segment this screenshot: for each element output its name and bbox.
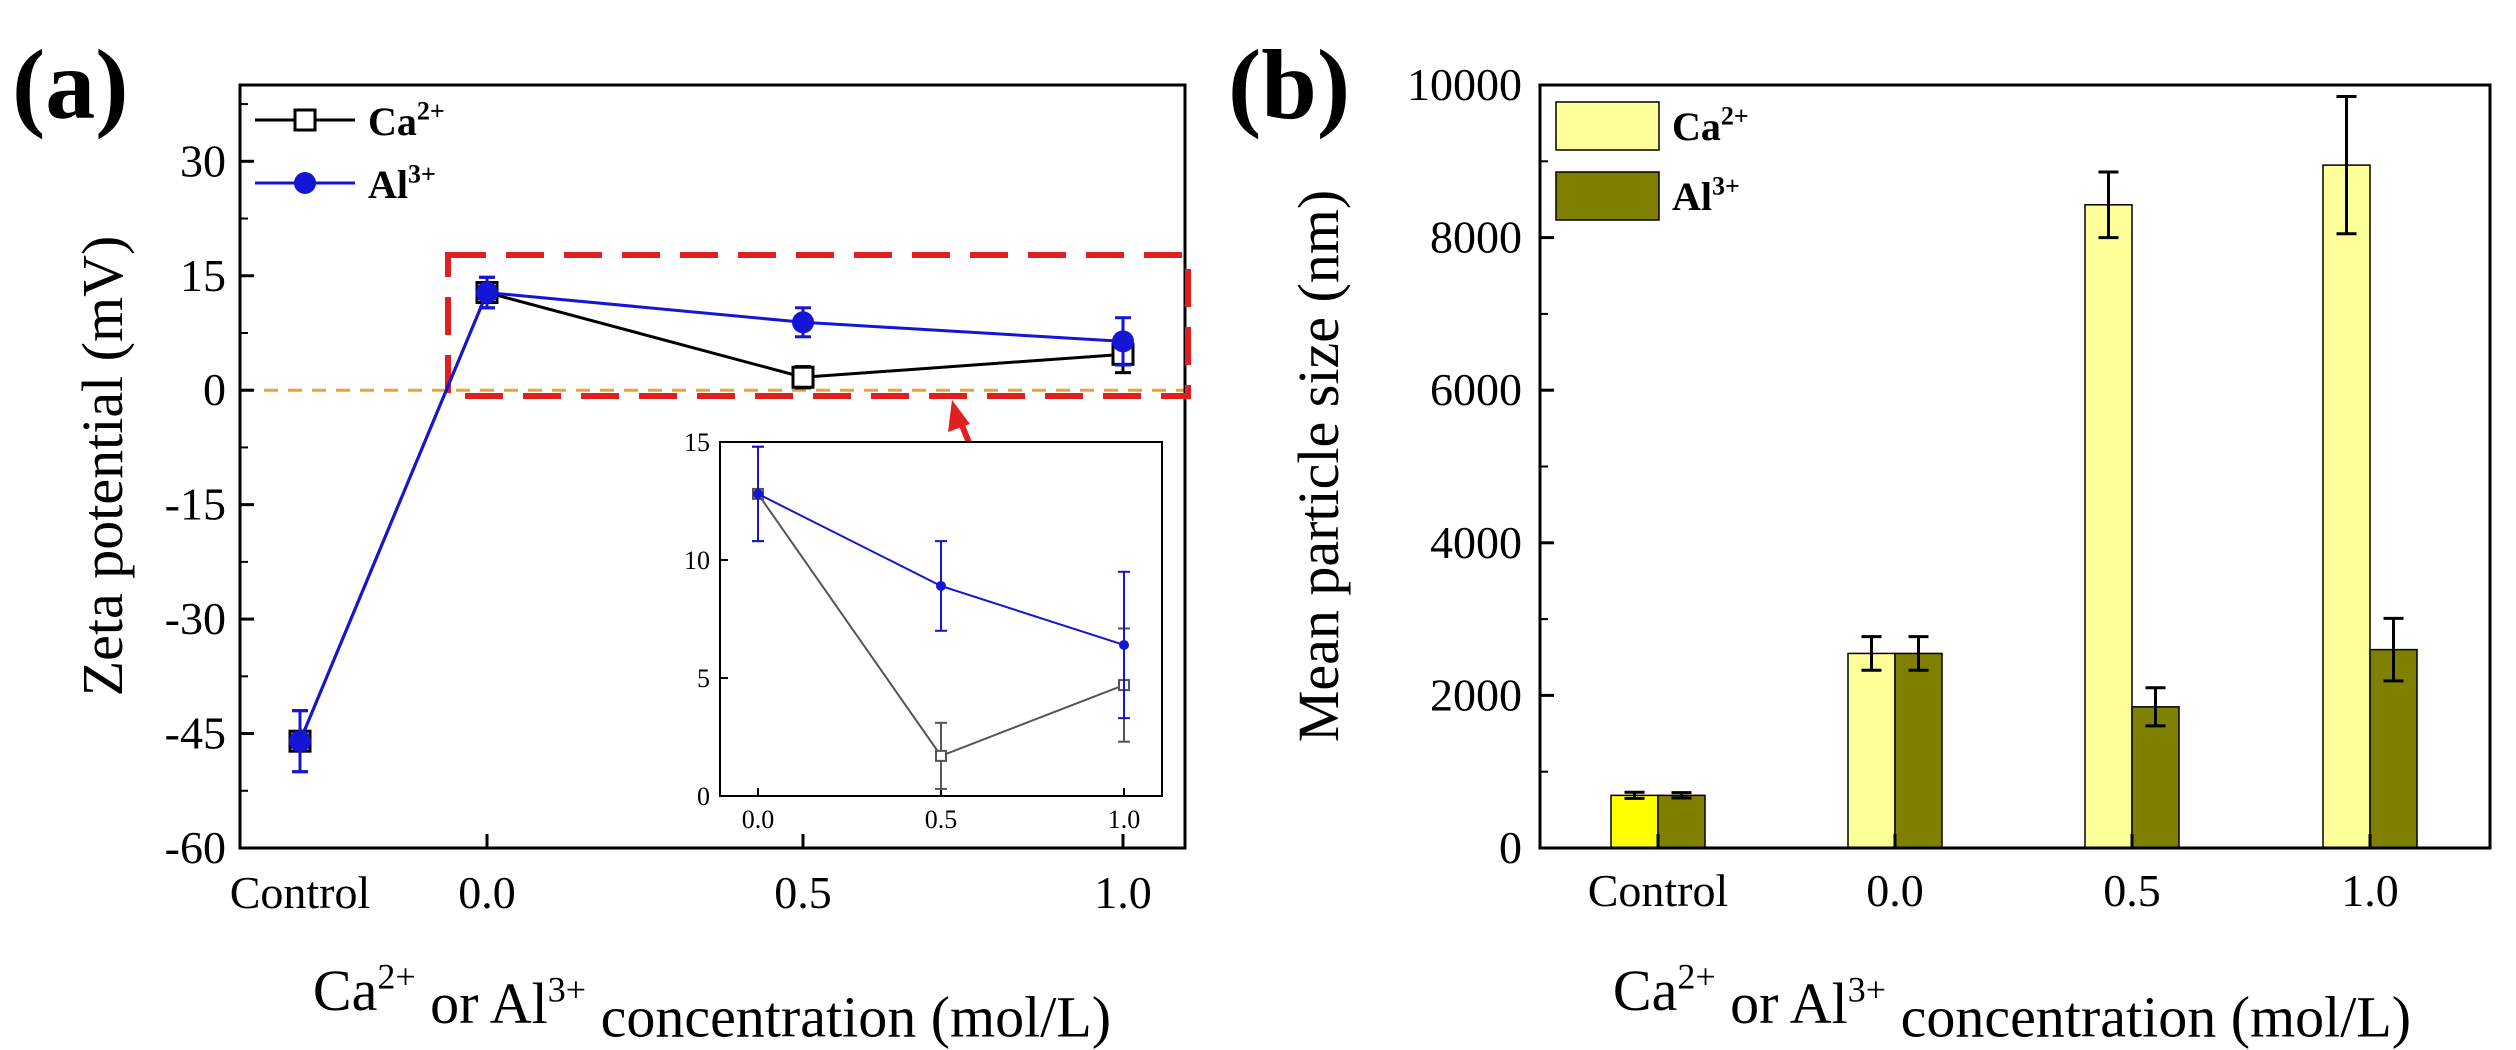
data-point xyxy=(289,730,311,753)
bar xyxy=(1894,652,1943,849)
y-tick-label: -15 xyxy=(165,479,226,530)
bar xyxy=(2322,164,2371,849)
legend-marker xyxy=(293,108,317,132)
y-tick-label: -45 xyxy=(165,708,226,759)
inset-data-point xyxy=(753,488,763,499)
highlight-arrow-head xyxy=(948,400,970,432)
bar xyxy=(2131,706,2180,849)
x-tick-label: Control xyxy=(1588,865,1729,916)
y-axis-title: Zeta potential (mV) xyxy=(70,236,135,697)
bar xyxy=(2369,648,2418,849)
inset-data-point xyxy=(936,580,946,591)
data-point xyxy=(1112,330,1134,353)
y-tick-label: 0 xyxy=(1499,822,1522,873)
x-tick-label: Control xyxy=(230,867,371,918)
bar xyxy=(1847,652,1896,849)
inset-y-tick-label: 10 xyxy=(684,546,710,575)
x-axis-title: Ca2+ or Al3+ concentration (mol/L) xyxy=(1613,956,2411,1049)
legend-label: Ca2+ xyxy=(368,96,445,144)
y-tick-label: 2000 xyxy=(1430,669,1522,720)
y-tick-label: 8000 xyxy=(1430,212,1522,263)
x-tick-label: 1.0 xyxy=(2341,865,2399,916)
inset-y-tick-label: 5 xyxy=(697,664,710,693)
particle-size-chart: (b) 0 2000 4000 6000 8000 10000 Control 0.0 0.5 1.… xyxy=(1228,29,2492,1049)
data-point xyxy=(476,281,498,304)
inset-y-tick-label: 0 xyxy=(697,782,710,811)
y-tick-label: 0 xyxy=(203,364,226,415)
legend-swatch xyxy=(1555,101,1660,151)
legend-label: Al3+ xyxy=(1672,171,1740,219)
panel-label: (a) xyxy=(12,29,129,140)
data-point xyxy=(792,311,814,334)
x-tick-label: 1.0 xyxy=(1094,867,1152,918)
series-line-al xyxy=(298,290,1124,742)
x-tick-label: 0.0 xyxy=(1866,865,1924,916)
legend-label: Al3+ xyxy=(368,159,436,207)
inset-y-tick-label: 15 xyxy=(684,428,710,457)
highlight-box xyxy=(445,252,1191,399)
inset-x-tick-label: 0.0 xyxy=(742,805,775,834)
y-tick-label: 30 xyxy=(180,135,226,186)
bar xyxy=(2084,204,2133,849)
x-tick-label: 0.0 xyxy=(458,867,516,918)
y-axis-title: Mean particle size (nm) xyxy=(1286,190,1351,742)
y-tick-label: -60 xyxy=(165,822,226,873)
inset-data-point xyxy=(935,749,947,762)
legend-swatch xyxy=(1555,171,1660,221)
inset-data-point xyxy=(1119,639,1129,650)
inset-x-tick-label: 0.5 xyxy=(925,805,958,834)
plot-frame xyxy=(238,83,1187,850)
y-tick-label: 4000 xyxy=(1430,517,1522,568)
legend-marker xyxy=(294,172,316,194)
y-tick-label: 15 xyxy=(180,250,226,301)
bar xyxy=(1657,794,1706,849)
x-axis-title: Ca2+ or Al3+ concentration (mol/L) xyxy=(313,956,1111,1049)
bar xyxy=(1610,794,1659,849)
x-tick-label: 0.5 xyxy=(774,867,832,918)
inset-x-tick-label: 1.0 xyxy=(1108,805,1141,834)
y-tick-label: 10000 xyxy=(1407,59,1522,110)
y-tick-label: -30 xyxy=(165,593,226,644)
x-tick-label: 0.5 xyxy=(2103,865,2161,916)
data-point xyxy=(791,365,815,389)
inset-chart: 0 5 10 15 0.0 0.5 1.0 xyxy=(684,428,1163,834)
panel-label: (b) xyxy=(1228,29,1350,140)
y-tick-label: 6000 xyxy=(1430,364,1522,415)
legend-label: Ca2+ xyxy=(1672,101,1749,149)
